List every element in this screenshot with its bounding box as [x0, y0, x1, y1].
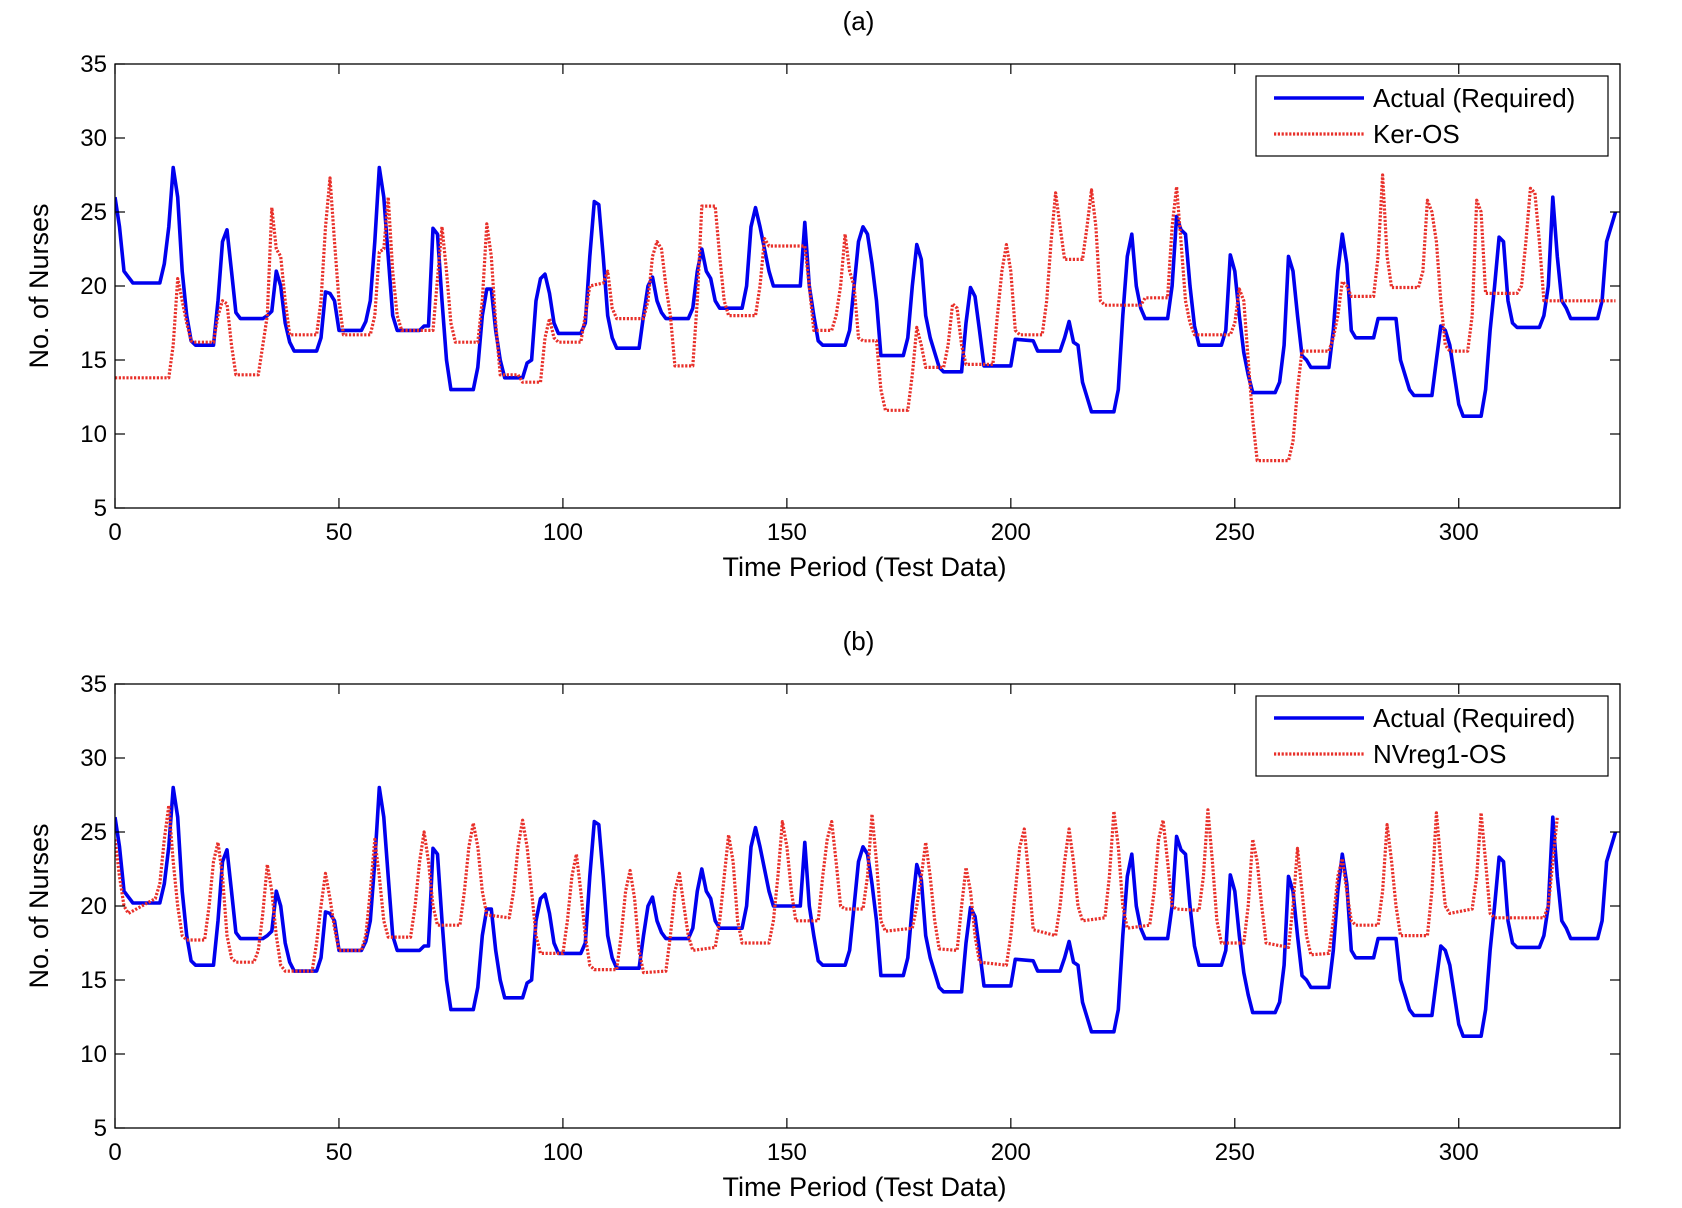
x-tick-label: 0 — [108, 1139, 121, 1166]
series-line-nvreg1-os — [115, 803, 1559, 975]
y-tick-label: 35 — [80, 51, 107, 78]
panel-title: (a) — [843, 6, 875, 36]
y-tick-label: 25 — [80, 819, 107, 846]
y-tick-label: 20 — [80, 273, 107, 300]
x-tick-label: 200 — [991, 519, 1031, 546]
x-axis-label: Time Period (Test Data) — [722, 552, 1006, 582]
y-tick-label: 30 — [80, 125, 107, 152]
x-tick-label: 100 — [543, 1139, 583, 1166]
panel-a: (a) 0 50 100 150 200 250 300 5 10 15 20 25 30 35 Time P… — [24, 6, 1621, 582]
legend: Actual (Required) NVreg1-OS — [1255, 695, 1609, 777]
y-tick-label: 5 — [94, 495, 107, 522]
legend-box — [1255, 695, 1609, 777]
x-axis-label: Time Period (Test Data) — [722, 1172, 1006, 1202]
y-tick-label: 25 — [80, 199, 107, 226]
x-tick-label: 300 — [1439, 519, 1479, 546]
y-tick-label: 20 — [80, 893, 107, 920]
x-tick-label: 300 — [1439, 1139, 1479, 1166]
y-tick-label: 15 — [80, 967, 107, 994]
x-tick-label: 50 — [326, 519, 353, 546]
x-tick-label: 250 — [1215, 519, 1255, 546]
y-tick-label: 30 — [80, 745, 107, 772]
legend-label-actual-required: Actual (Required) — [1373, 83, 1575, 113]
legend-box — [1255, 75, 1609, 157]
legend-label-nvreg1-os: NVreg1-OS — [1373, 739, 1506, 769]
y-axis-label: No. of Nurses — [24, 203, 54, 368]
legend-label-ker-os: Ker-OS — [1373, 119, 1460, 149]
y-tick-label: 35 — [80, 671, 107, 698]
series-line-actual-required — [115, 165, 1618, 418]
x-tick-label: 0 — [108, 519, 121, 546]
x-tick-label: 200 — [991, 1139, 1031, 1166]
x-tick-label: 150 — [767, 519, 807, 546]
y-tick-label: 5 — [94, 1115, 107, 1142]
series-line-ker-os — [115, 173, 1616, 463]
x-tick-label: 250 — [1215, 1139, 1255, 1166]
y-axis-label: No. of Nurses — [24, 823, 54, 988]
x-tick-label: 50 — [326, 1139, 353, 1166]
y-tick-label: 10 — [80, 421, 107, 448]
series-line-actual-required — [115, 785, 1618, 1038]
legend-label-actual-required: Actual (Required) — [1373, 703, 1575, 733]
legend: Actual (Required) Ker-OS — [1255, 75, 1609, 157]
panel-title: (b) — [843, 626, 875, 656]
y-tick-label: 15 — [80, 347, 107, 374]
y-tick-label: 10 — [80, 1041, 107, 1068]
panel-b: (b) 0 50 100 150 200 250 300 5 10 15 20 25 30 35 Time P… — [24, 626, 1621, 1202]
x-tick-label: 100 — [543, 519, 583, 546]
x-tick-label: 150 — [767, 1139, 807, 1166]
